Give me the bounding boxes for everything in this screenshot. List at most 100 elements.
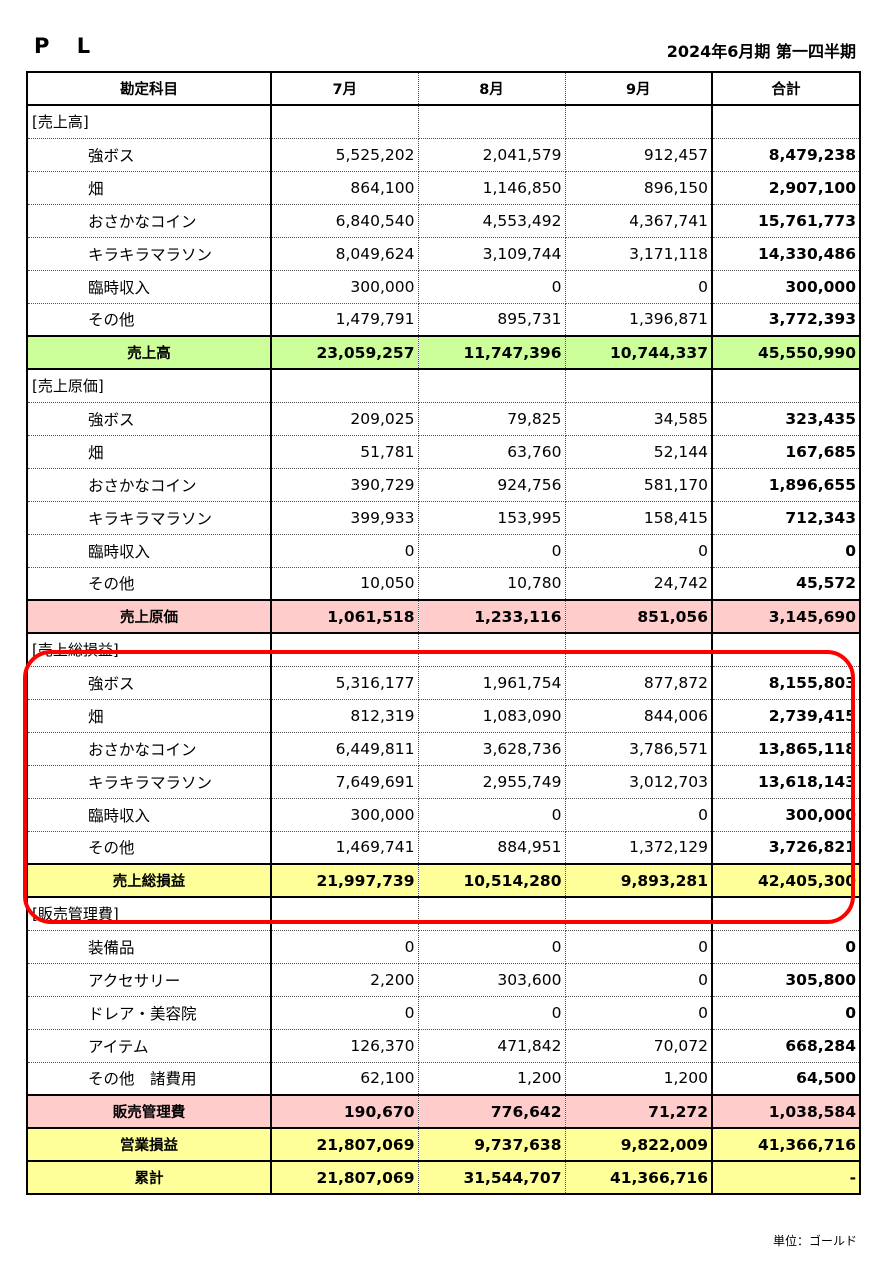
- total-value: [712, 897, 861, 931]
- total-value: 167,685: [712, 435, 861, 469]
- august-value: 9,737,638: [418, 1127, 566, 1162]
- section-header-row: [売上原価]: [26, 369, 861, 403]
- august-value: 3,628,736: [418, 732, 566, 766]
- september-value: 0: [565, 930, 713, 964]
- august-value: 0: [418, 534, 566, 568]
- july-value: 7,649,691: [271, 765, 419, 799]
- total-value: 668,284: [712, 1029, 861, 1063]
- september-value: 70,072: [565, 1029, 713, 1063]
- table-row: おさかなコイン 390,729 924,756 581,170 1,896,655: [26, 468, 861, 502]
- september-value: 1,200: [565, 1062, 713, 1096]
- september-value: [565, 897, 713, 931]
- september-value: 0: [565, 963, 713, 997]
- total-value: 323,435: [712, 402, 861, 436]
- august-value: 776,642: [418, 1094, 566, 1129]
- section-label: [販売管理費]: [26, 897, 272, 931]
- account-label: 装備品: [26, 930, 272, 964]
- july-value: 21,807,069: [271, 1160, 419, 1195]
- july-value: 1,061,518: [271, 599, 419, 634]
- table-row: キラキラマラソン 8,049,624 3,109,744 3,171,118 14,33…: [26, 237, 861, 271]
- table-row: 強ボス 209,025 79,825 34,585 323,435: [26, 402, 861, 436]
- september-value: 41,366,716: [565, 1160, 713, 1195]
- total-value: 41,366,716: [712, 1127, 861, 1162]
- total-value: 2,907,100: [712, 171, 861, 205]
- total-value: 300,000: [712, 270, 861, 304]
- period-label: 2024年6月期 第一四半期: [666, 42, 856, 61]
- july-value: 8,049,624: [271, 237, 419, 271]
- september-value: 0: [565, 996, 713, 1030]
- table-row: その他 1,479,791 895,731 1,396,871 3,772,393: [26, 303, 861, 337]
- section-header-row: [売上総損益]: [26, 633, 861, 667]
- total-row: 売上原価 1,061,518 1,233,116 851,056 3,145,690: [26, 599, 861, 634]
- july-value: 1,469,741: [271, 831, 419, 865]
- total-value: 45,572: [712, 567, 861, 601]
- september-value: 71,272: [565, 1094, 713, 1129]
- august-value: 1,961,754: [418, 666, 566, 700]
- september-value: 912,457: [565, 138, 713, 172]
- september-value: 851,056: [565, 599, 713, 634]
- account-label: その他: [26, 303, 272, 337]
- august-value: 153,995: [418, 501, 566, 535]
- section-header-row: [売上高]: [26, 105, 861, 139]
- total-value: 1,038,584: [712, 1094, 861, 1129]
- table-row: キラキラマラソン 7,649,691 2,955,749 3,012,703 13,61…: [26, 765, 861, 799]
- total-row: 売上総損益 21,997,739 10,514,280 9,893,281 42,405…: [26, 863, 861, 898]
- total-value: 0: [712, 996, 861, 1030]
- account-label: 強ボス: [26, 138, 272, 172]
- september-value: 844,006: [565, 699, 713, 733]
- august-value: 884,951: [418, 831, 566, 865]
- july-value: [271, 633, 419, 667]
- july-value: 399,933: [271, 501, 419, 535]
- august-value: 471,842: [418, 1029, 566, 1063]
- july-value: 21,807,069: [271, 1127, 419, 1162]
- total-value: 2,739,415: [712, 699, 861, 733]
- september-value: 0: [565, 270, 713, 304]
- july-value: 6,449,811: [271, 732, 419, 766]
- table-row: 畑 51,781 63,760 52,144 167,685: [26, 435, 861, 469]
- account-label: 畑: [26, 699, 272, 733]
- total-label: 売上総損益: [26, 863, 272, 898]
- total-row: 営業損益 21,807,069 9,737,638 9,822,009 41,366,7…: [26, 1127, 861, 1162]
- total-value: 3,772,393: [712, 303, 861, 337]
- table-row: おさかなコイン 6,449,811 3,628,736 3,786,571 13,865…: [26, 732, 861, 766]
- september-value: 9,893,281: [565, 863, 713, 898]
- july-value: 300,000: [271, 798, 419, 832]
- table-row: ドレア・美容院 0 0 0 0: [26, 996, 861, 1030]
- august-value: 1,083,090: [418, 699, 566, 733]
- august-value: 0: [418, 930, 566, 964]
- july-value: 62,100: [271, 1062, 419, 1096]
- total-label: 累計: [26, 1160, 272, 1195]
- table-row: アクセサリー 2,200 303,600 0 305,800: [26, 963, 861, 997]
- total-value: 712,343: [712, 501, 861, 535]
- table-row: キラキラマラソン 399,933 153,995 158,415 712,343: [26, 501, 861, 535]
- august-value: 303,600: [418, 963, 566, 997]
- august-value: 0: [418, 798, 566, 832]
- august-value: 31,544,707: [418, 1160, 566, 1195]
- total-value: [712, 633, 861, 667]
- total-value: 300,000: [712, 798, 861, 832]
- account-label: ドレア・美容院: [26, 996, 272, 1030]
- total-value: 14,330,486: [712, 237, 861, 271]
- total-value: 3,145,690: [712, 599, 861, 634]
- august-value: 895,731: [418, 303, 566, 337]
- total-value: [712, 369, 861, 403]
- july-value: 10,050: [271, 567, 419, 601]
- july-value: 6,840,540: [271, 204, 419, 238]
- september-value: 10,744,337: [565, 335, 713, 370]
- total-value: -: [712, 1160, 861, 1195]
- july-value: 0: [271, 534, 419, 568]
- table-row: 臨時収入 300,000 0 0 300,000: [26, 798, 861, 832]
- august-value: [418, 369, 566, 403]
- september-value: 158,415: [565, 501, 713, 535]
- account-label: おさかなコイン: [26, 204, 272, 238]
- july-value: 209,025: [271, 402, 419, 436]
- september-value: 9,822,009: [565, 1127, 713, 1162]
- total-value: 15,761,773: [712, 204, 861, 238]
- august-value: 3,109,744: [418, 237, 566, 271]
- table-row: アイテム 126,370 471,842 70,072 668,284: [26, 1029, 861, 1063]
- account-label: 強ボス: [26, 666, 272, 700]
- table-row: 装備品 0 0 0 0: [26, 930, 861, 964]
- august-value: 1,200: [418, 1062, 566, 1096]
- august-value: 10,780: [418, 567, 566, 601]
- september-value: 877,872: [565, 666, 713, 700]
